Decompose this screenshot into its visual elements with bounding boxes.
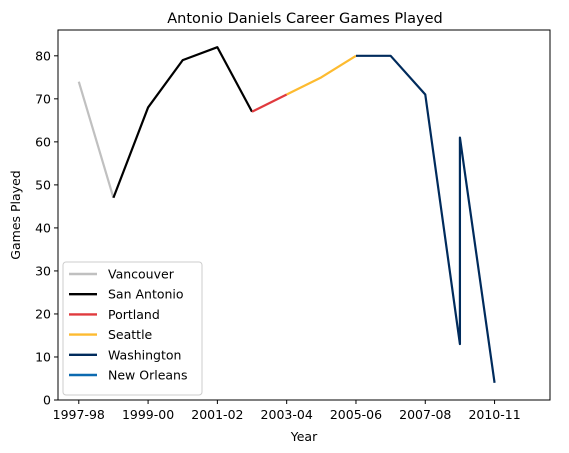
x-tick-label: 1997-98 [53,407,105,422]
x-tick-label: 1999-00 [122,407,174,422]
x-tick-label: 2005-06 [330,407,382,422]
x-tick-label: 2010-11 [468,407,520,422]
y-tick-label: 30 [35,263,51,278]
series-line-4 [355,54,496,383]
x-tick-label: 2007-08 [399,407,451,422]
y-tick-label: 10 [35,349,51,364]
legend-label: San Antonio [108,287,184,302]
x-axis: 1997-98 1999-00 2001-02 2003-04 2005-06 2007-… [53,400,521,422]
legend-label: New Orleans [108,368,187,383]
series-line-3 [286,54,357,96]
legend-label: Portland [108,307,160,322]
y-tick-label: 50 [35,177,51,192]
y-tick-label: 20 [35,306,51,321]
series-line-0 [77,81,115,199]
x-axis-label: Year [290,429,318,444]
legend-box [62,261,203,396]
y-axis: 0 10 20 30 40 50 60 70 80 [35,48,58,408]
y-axis-label: Games Played [8,170,23,259]
legend-label: Seattle [108,327,153,342]
plot-frame [57,29,551,401]
chart-title: Antonio Daniels Career Games Played [167,11,443,27]
x-tick-label: 2001-02 [191,407,243,422]
x-tick-label: 2003-04 [261,407,313,422]
legend-label: Washington [108,347,181,362]
series-line-1 [112,46,253,199]
y-tick-label: 70 [35,91,51,106]
series-line-2 [251,93,288,113]
plot-lines [77,46,496,383]
legend-label: Vancouver [108,267,175,282]
y-tick-label: 80 [35,48,51,63]
y-tick-label: 60 [35,134,51,149]
y-tick-label: 40 [35,220,51,235]
legend: Vancouver San Antonio Portland Seattle Washi… [62,261,203,396]
y-tick-label: 0 [43,393,51,408]
